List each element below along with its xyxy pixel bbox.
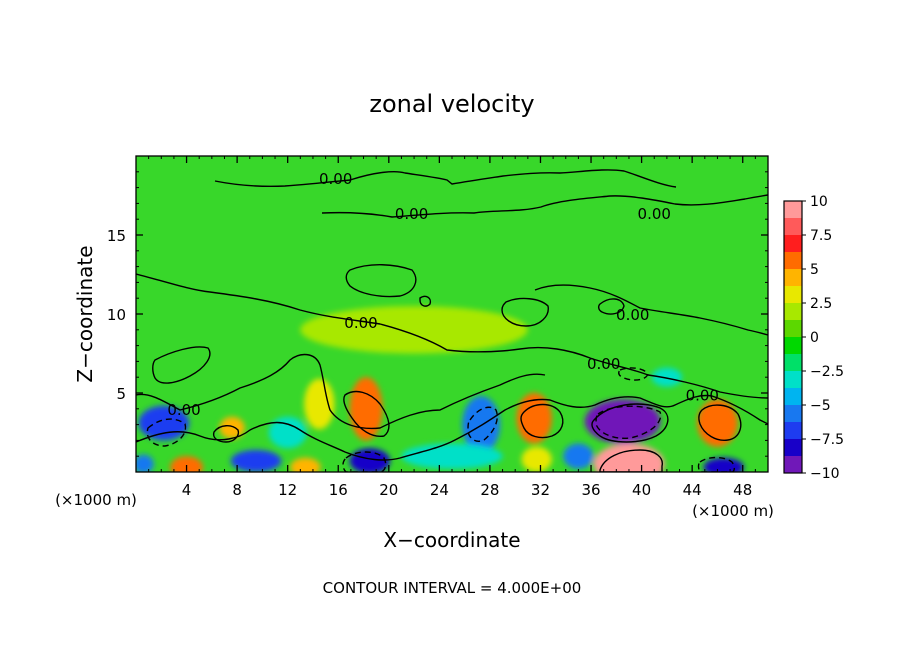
field-anomaly-6	[290, 457, 321, 472]
field-anomaly-7	[521, 446, 552, 472]
x-tick-label: 36	[581, 481, 600, 499]
colorbar-tick-label: 0	[810, 330, 819, 346]
field-anomaly-17	[136, 454, 154, 472]
contour-line-mid1	[136, 273, 768, 399]
contour-label-6: 0.00	[167, 401, 200, 419]
contour-line-mid2	[136, 353, 546, 430]
colorbar-swatch	[784, 303, 802, 321]
x-tick-label: 20	[379, 481, 398, 499]
colorbar-tick-label: −10	[810, 466, 840, 482]
contour-closed-7	[698, 404, 742, 441]
contour-closed-2	[501, 297, 549, 327]
x-axis-label: X−coordinate	[383, 528, 520, 552]
field-anomaly-20	[651, 367, 683, 387]
contour-closed-5	[520, 403, 564, 439]
field-anomaly-12	[703, 457, 744, 472]
colorbar-swatch	[784, 354, 802, 372]
contour-closed-1	[345, 264, 417, 298]
colorbar-tick-label: 10	[810, 194, 828, 210]
contour-line-top	[214, 169, 677, 188]
field-anomaly-9	[300, 306, 528, 354]
colorbar-swatch	[784, 439, 802, 457]
x-tick-label: 24	[430, 481, 449, 499]
contour-closed-10	[597, 298, 625, 315]
contour-dashed-3	[342, 451, 387, 472]
y-tick-label: 15	[107, 227, 126, 245]
colorbar-swatch	[784, 286, 802, 304]
contour-closed-6	[591, 403, 669, 443]
contour-dashed-6	[618, 367, 649, 381]
field-anomaly-8	[304, 378, 335, 430]
x-tick-label: 48	[733, 481, 752, 499]
colorbar-swatch	[784, 337, 802, 355]
contour-label-5: 0.00	[587, 355, 620, 373]
colorbar: 10 7.5 5 2.5 0 −2.5 −5 −7.5 −10	[783, 194, 844, 482]
field-anomaly-19	[268, 416, 307, 449]
colorbar-tick-label: −2.5	[810, 364, 844, 380]
contour-closed-4	[343, 390, 390, 437]
contour-label-4: 0.00	[616, 306, 649, 324]
colorbar-tick-label: −5	[810, 398, 831, 414]
contour-label-0: 0.00	[319, 170, 352, 188]
field-anomaly-11	[349, 448, 391, 472]
colorbar-tick-label: 2.5	[810, 296, 832, 312]
contour-labels: 0.00 0.00 0.00 0.00 0.00 0.00 0.00 0.00	[167, 170, 719, 419]
colorbar-swatch	[784, 235, 802, 253]
field-anomaly-16	[563, 443, 594, 469]
x-tick-label: 44	[683, 481, 702, 499]
x-tick-label: 4	[182, 481, 192, 499]
contour-label-2: 0.00	[638, 205, 671, 223]
colorbar-swatch	[784, 269, 802, 287]
contour-line-upper	[321, 194, 768, 218]
contour-closed-11	[419, 295, 432, 307]
chart-title: zonal velocity	[369, 90, 534, 118]
y-axis-label: Z−coordinate	[73, 245, 97, 382]
x-tick-label: 8	[232, 481, 242, 499]
contour-dashed-2	[595, 405, 662, 440]
colorbar-swatch	[784, 252, 802, 270]
contour-dashed-1	[146, 418, 187, 447]
colorbar-swatch	[784, 201, 802, 219]
contour-dashed-4	[467, 406, 498, 442]
field-anomaly-18	[401, 443, 503, 469]
x-axis-unit-right: (×1000 m)	[692, 502, 774, 520]
contour-label-3: 0.00	[344, 314, 377, 332]
field-anomaly-5	[170, 456, 203, 472]
contour-line-low	[136, 394, 768, 461]
colorbar-tick-label: −7.5	[810, 432, 844, 448]
colorbar-swatch	[784, 422, 802, 440]
field-anomaly-3	[697, 399, 738, 447]
contour-line-right	[534, 284, 768, 336]
colorbar-swatch	[784, 405, 802, 423]
contour-lines	[136, 169, 768, 472]
plot-area: 0.00 0.00 0.00 0.00 0.00 0.00 0.00 0.00	[136, 156, 768, 472]
x-tick-label: 40	[632, 481, 651, 499]
colorbar-swatch	[784, 388, 802, 406]
field-anomaly-2	[349, 377, 383, 441]
y-tick-label: 5	[116, 385, 126, 403]
x-tick-label: 32	[531, 481, 550, 499]
y-tick-label: 10	[107, 306, 126, 324]
contour-closed-8	[599, 449, 663, 472]
colorbar-swatch	[784, 320, 802, 338]
x-tick-label: 28	[480, 481, 499, 499]
field-anomaly-13	[230, 449, 282, 472]
contour-label-7: 0.00	[686, 387, 719, 405]
contour-label-1: 0.00	[395, 205, 428, 223]
colorbar-swatch	[784, 218, 802, 236]
contour-closed-9	[212, 425, 240, 443]
x-tick-label: 12	[278, 481, 297, 499]
x-tick-label: 16	[329, 481, 348, 499]
contour-closed-3	[152, 346, 211, 384]
colorbar-swatch	[784, 371, 802, 389]
colorbar-swatch	[784, 456, 802, 474]
field-anomaly-0	[593, 443, 665, 472]
colorbar-tick-label: 5	[810, 262, 819, 278]
x-axis-unit-left: (×1000 m)	[55, 491, 137, 509]
colorbar-tick-label: 7.5	[810, 228, 832, 244]
contour-dashed-5	[697, 456, 735, 472]
contour-interval-note: CONTOUR INTERVAL = 4.000E+00	[323, 579, 582, 597]
